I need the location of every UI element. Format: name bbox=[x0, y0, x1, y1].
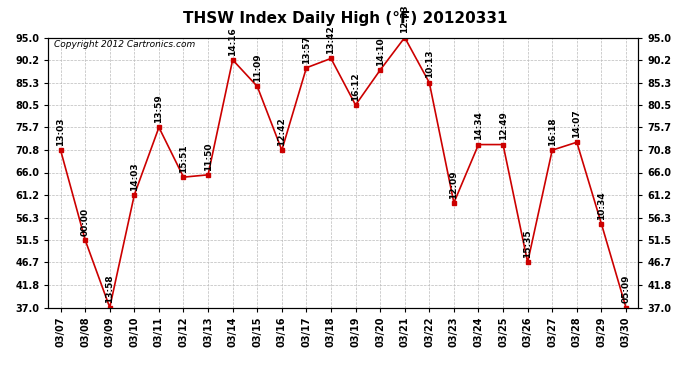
Text: Copyright 2012 Cartronics.com: Copyright 2012 Cartronics.com bbox=[55, 40, 195, 49]
Text: 14:03: 14:03 bbox=[130, 162, 139, 190]
Text: 11:09: 11:09 bbox=[253, 54, 262, 82]
Text: 13:59: 13:59 bbox=[155, 94, 164, 123]
Text: 15:35: 15:35 bbox=[523, 230, 532, 258]
Text: 12:42: 12:42 bbox=[277, 117, 286, 146]
Text: 13:03: 13:03 bbox=[56, 117, 65, 146]
Text: THSW Index Daily High (°F) 20120331: THSW Index Daily High (°F) 20120331 bbox=[183, 11, 507, 26]
Text: 13:58: 13:58 bbox=[106, 275, 115, 303]
Text: 16:18: 16:18 bbox=[548, 117, 557, 146]
Text: 14:16: 14:16 bbox=[228, 27, 237, 56]
Text: 13:57: 13:57 bbox=[302, 35, 311, 64]
Text: 16:12: 16:12 bbox=[351, 72, 360, 101]
Text: 14:07: 14:07 bbox=[572, 110, 581, 138]
Text: 12:09: 12:09 bbox=[449, 170, 458, 199]
Text: 12:33: 12:33 bbox=[400, 5, 409, 33]
Text: 14:34: 14:34 bbox=[474, 111, 483, 140]
Text: 00:00: 00:00 bbox=[81, 208, 90, 236]
Text: 10:13: 10:13 bbox=[425, 50, 434, 78]
Text: 15:51: 15:51 bbox=[179, 144, 188, 173]
Text: 14:10: 14:10 bbox=[375, 37, 384, 66]
Text: 12:49: 12:49 bbox=[499, 111, 508, 140]
Text: 05:09: 05:09 bbox=[622, 275, 631, 303]
Text: 11:50: 11:50 bbox=[204, 142, 213, 171]
Text: 10:34: 10:34 bbox=[597, 191, 606, 219]
Text: 13:42: 13:42 bbox=[326, 26, 335, 54]
